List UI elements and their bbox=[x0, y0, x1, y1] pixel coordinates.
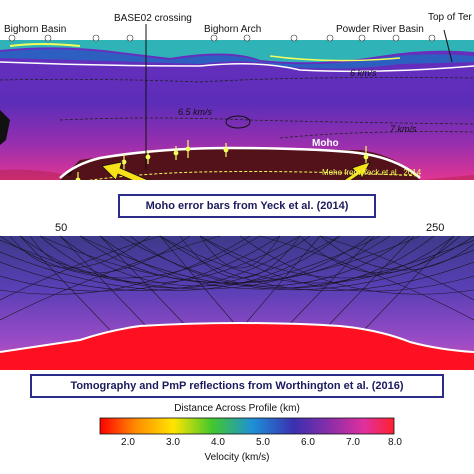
bottom-tomography-panel bbox=[0, 235, 474, 370]
colorbar bbox=[99, 417, 395, 435]
top-velocity-panel bbox=[0, 24, 474, 201]
colorbar-velocity-label: Velocity (km/s) bbox=[204, 452, 270, 463]
cb-tick-8: 8.0 bbox=[388, 437, 402, 448]
cb-tick-4: 4.0 bbox=[211, 437, 225, 448]
contour-label-6: 6 km/s bbox=[350, 68, 377, 78]
cb-tick-5: 5.0 bbox=[256, 437, 270, 448]
x-tick-250: 250 bbox=[426, 222, 445, 234]
colorbar-top-label: Distance Across Profile (km) bbox=[174, 403, 300, 414]
cb-tick-2: 2.0 bbox=[121, 437, 135, 448]
label-base02-crossing: BASE02 crossing bbox=[114, 13, 192, 24]
callout-tomography: Tomography and PmP reflections from Wort… bbox=[30, 374, 444, 398]
cb-tick-6: 6.0 bbox=[301, 437, 315, 448]
label-moho-yeck: Moho from Yeck et al., 2014 bbox=[322, 168, 422, 177]
cb-tick-3: 3.0 bbox=[166, 437, 180, 448]
contour-label-7: 7 km/s bbox=[390, 124, 417, 134]
label-bighorn-arch: Bighorn Arch bbox=[204, 24, 262, 35]
callout-moho-error-bars: Moho error bars from Yeck et al. (2014) bbox=[118, 194, 376, 218]
label-moho: Moho bbox=[312, 138, 339, 149]
label-powder-river-basin: Powder River Basin bbox=[336, 24, 424, 35]
cb-tick-7: 7.0 bbox=[346, 437, 360, 448]
x-tick-50: 50 bbox=[55, 222, 68, 234]
label-top-of-ter: Top of Ter bbox=[428, 12, 472, 23]
contour-label-6-5: 6.5 km/s bbox=[178, 107, 213, 117]
label-bighorn-basin: Bighorn Basin bbox=[4, 24, 67, 35]
